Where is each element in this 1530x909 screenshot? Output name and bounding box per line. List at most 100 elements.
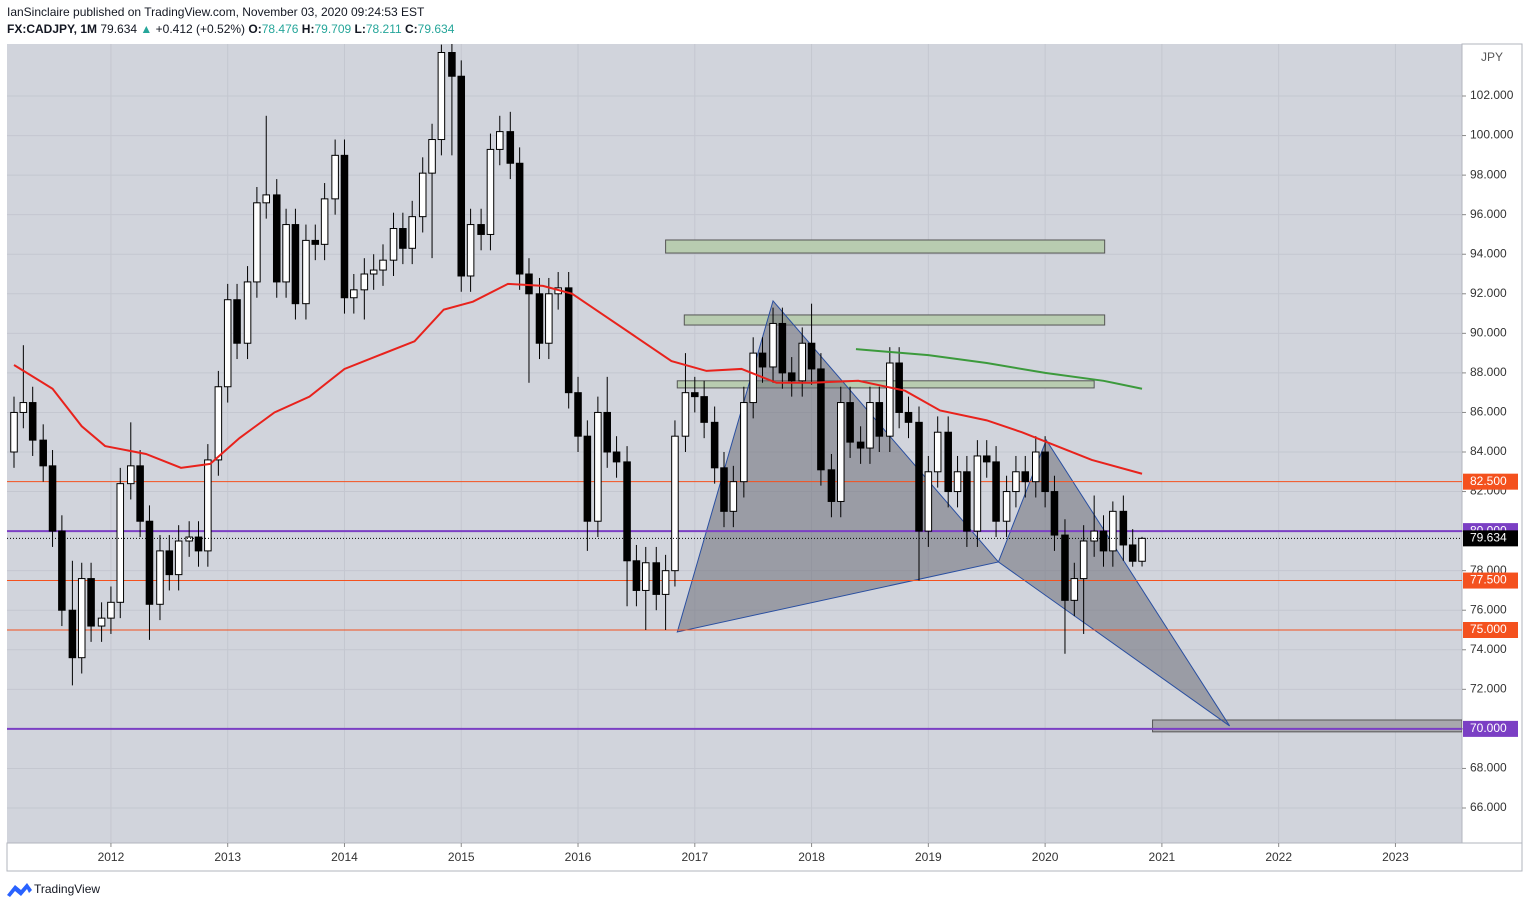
- x-tick-label: 2013: [214, 850, 241, 864]
- candle-body: [448, 52, 456, 77]
- candle-body: [1090, 530, 1098, 542]
- level-label: 75.000: [1470, 622, 1507, 636]
- level-tag: [1463, 720, 1518, 737]
- zone: [665, 239, 1106, 254]
- logo-icon: [7, 883, 32, 897]
- level-label: 70.000: [1470, 721, 1507, 735]
- candle-body: [1128, 544, 1137, 562]
- x-tick-label: 2021: [1149, 850, 1176, 864]
- candle-body: [1079, 540, 1088, 580]
- candle-body: [933, 431, 942, 473]
- candle-body: [992, 461, 1000, 522]
- y-tick-label: 76.000: [1470, 602, 1507, 616]
- level-tag: [1463, 473, 1518, 490]
- candle-body: [700, 396, 708, 423]
- y-tick-label: 86.000: [1470, 405, 1507, 419]
- candle-body: [691, 392, 699, 398]
- zone: [1152, 719, 1462, 733]
- candle-body: [535, 293, 544, 344]
- candle-body: [350, 289, 358, 299]
- candle-body: [145, 520, 154, 605]
- header: IanSinclaire published on TradingView.co…: [7, 4, 454, 38]
- x-tick-label: 2023: [1382, 850, 1409, 864]
- candle-body: [769, 322, 777, 368]
- candle-body: [311, 239, 320, 245]
- logo: [7, 883, 32, 897]
- candle-body: [194, 536, 203, 552]
- candle-body: [10, 411, 18, 453]
- candle-body: [856, 441, 865, 449]
- candle-body: [807, 342, 816, 370]
- candle-body: [924, 471, 933, 532]
- l: 78.211: [365, 22, 402, 36]
- candle-body: [787, 372, 796, 382]
- candle-body: [525, 273, 533, 295]
- o: 78.476: [261, 22, 299, 36]
- moving-average: [13, 282, 1143, 475]
- candle-body: [408, 216, 416, 249]
- y-tick-label: 102.000: [1470, 88, 1514, 102]
- y-tick-label: 68.000: [1470, 761, 1507, 775]
- time-axis: [6, 842, 1523, 872]
- y-tick-label: 66.000: [1470, 800, 1507, 814]
- last: 79.634: [100, 22, 138, 36]
- candle-body: [185, 536, 193, 542]
- y-tick-label: 90.000: [1470, 326, 1507, 340]
- candle-body: [574, 392, 582, 437]
- candle-body: [1041, 451, 1049, 493]
- y-tick-label: 74.000: [1470, 642, 1507, 656]
- candle-body: [1119, 510, 1128, 546]
- x-tick-label: 2018: [798, 850, 825, 864]
- candle-body: [428, 139, 436, 174]
- candle-body: [272, 194, 281, 283]
- candle-body: [282, 224, 290, 283]
- x-tick-label: 2015: [448, 850, 475, 864]
- candle-body: [399, 228, 407, 249]
- candle-body: [641, 562, 650, 591]
- candle-body: [379, 259, 387, 271]
- candle-body: [291, 224, 300, 305]
- candle-body: [671, 435, 679, 572]
- candle-body: [253, 202, 261, 283]
- candle-body: [477, 224, 485, 235]
- candle-body: [915, 421, 923, 532]
- candle-body: [681, 392, 690, 437]
- candle-body: [174, 540, 183, 576]
- candle-body: [594, 411, 602, 522]
- candle-body: [1099, 530, 1108, 552]
- candle-body: [19, 402, 28, 413]
- candle-body: [778, 322, 787, 374]
- y-tick-label: 84.000: [1470, 444, 1507, 458]
- candle-body: [136, 465, 144, 522]
- candle-body: [720, 467, 728, 512]
- candle-body: [944, 431, 952, 493]
- last-price-label: 79.634: [1470, 531, 1507, 545]
- candle-body: [496, 131, 504, 150]
- candle-body: [623, 461, 631, 562]
- candle-body: [632, 560, 641, 591]
- candle-body: [233, 299, 241, 344]
- candle-body: [953, 471, 962, 493]
- candle-body: [1138, 537, 1146, 562]
- candle-body: [827, 469, 836, 502]
- y-tick-label: 94.000: [1470, 246, 1507, 260]
- level-label: 82.500: [1470, 474, 1507, 488]
- x-tick-label: 2020: [1032, 850, 1059, 864]
- y-tick-label: 72.000: [1470, 682, 1507, 696]
- candle-body: [866, 402, 874, 449]
- candle-body: [418, 172, 427, 218]
- y-tick-label: 98.000: [1470, 167, 1507, 181]
- x-tick-label: 2012: [98, 850, 125, 864]
- candle-body: [564, 287, 573, 394]
- candle-body: [331, 154, 339, 200]
- plot: [7, 44, 1462, 843]
- zone: [683, 314, 1106, 326]
- candle-body: [1002, 491, 1011, 522]
- candle-body: [612, 451, 621, 463]
- candle-body: [836, 402, 845, 502]
- symbol-line: FX:CADJPY, 1M 79.634 ▲ +0.412 (+0.52%) O…: [7, 21, 454, 38]
- candle-body: [652, 562, 661, 595]
- candle-body: [515, 162, 524, 275]
- currency: JPY: [1481, 50, 1503, 64]
- o-label: O:: [248, 22, 262, 36]
